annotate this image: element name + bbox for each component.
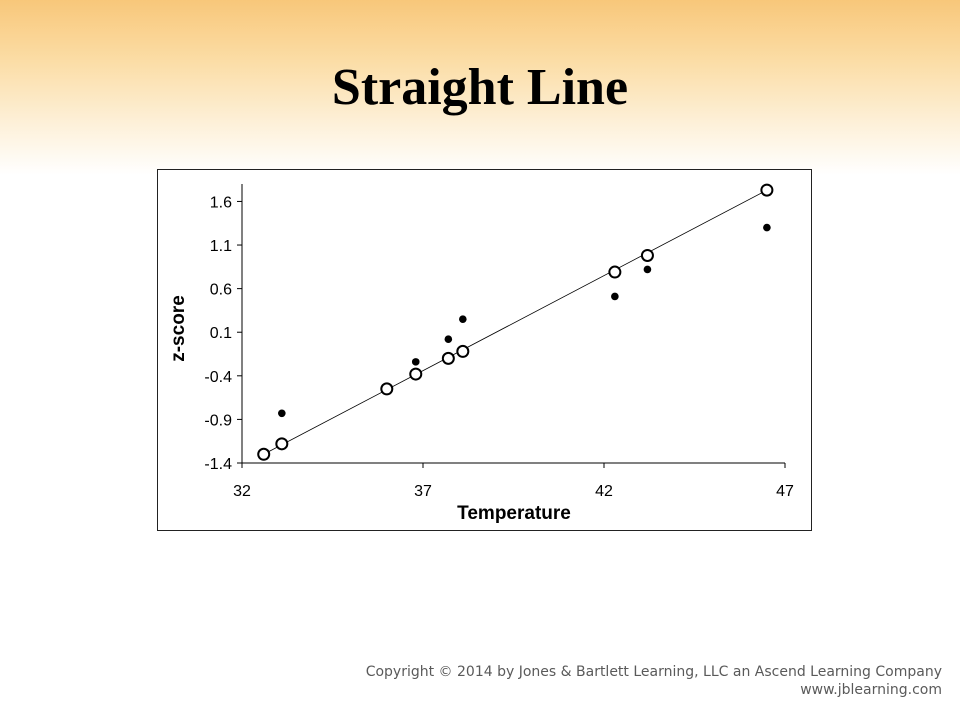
filled-data-point <box>445 335 453 343</box>
filled-data-point <box>644 266 652 274</box>
open-data-point <box>642 250 653 261</box>
fit-line <box>264 190 767 454</box>
scatter-chart: -1.4 -0.9 -0.4 0.1 0.6 1.1 1.6 32 37 42 47 Temperat… <box>158 170 811 530</box>
open-data-point <box>609 267 620 278</box>
copyright-text: Copyright © 2014 by Jones & Bartlett Lea… <box>366 663 942 681</box>
open-data-point <box>457 346 468 357</box>
y-tick-label: 0.6 <box>210 282 232 299</box>
website-link[interactable]: www.jblearning.com <box>366 681 942 699</box>
filled-data-point <box>412 358 420 366</box>
open-data-point <box>381 383 392 394</box>
open-data-point <box>761 185 772 196</box>
open-data-point <box>443 353 454 364</box>
x-tick-label: 47 <box>776 483 794 500</box>
filled-data-point <box>459 315 467 323</box>
chart-frame: -1.4 -0.9 -0.4 0.1 0.6 1.1 1.6 32 37 42 47 Temperat… <box>157 169 812 531</box>
footer: Copyright © 2014 by Jones & Bartlett Lea… <box>366 663 942 699</box>
filled-data-point <box>611 293 619 301</box>
x-tick-label: 37 <box>414 483 432 500</box>
y-tick-label: -1.4 <box>204 456 232 473</box>
y-tick-label: -0.4 <box>204 369 232 386</box>
x-tick-label: 42 <box>595 483 613 500</box>
x-tick-label: 32 <box>233 483 251 500</box>
x-axis-title: Temperature <box>457 503 571 524</box>
open-data-point <box>410 369 421 380</box>
open-data-point <box>276 438 287 449</box>
open-data-point <box>258 449 269 460</box>
y-tick-label: 1.1 <box>210 238 232 255</box>
filled-data-point <box>278 410 286 418</box>
filled-data-point <box>763 224 771 232</box>
y-tick-label: 1.6 <box>210 194 232 211</box>
y-tick-label: 0.1 <box>210 325 232 342</box>
y-tick-label: -0.9 <box>204 412 232 429</box>
y-axis-title: z-score <box>168 295 189 362</box>
slide-title: Straight Line <box>0 58 960 117</box>
